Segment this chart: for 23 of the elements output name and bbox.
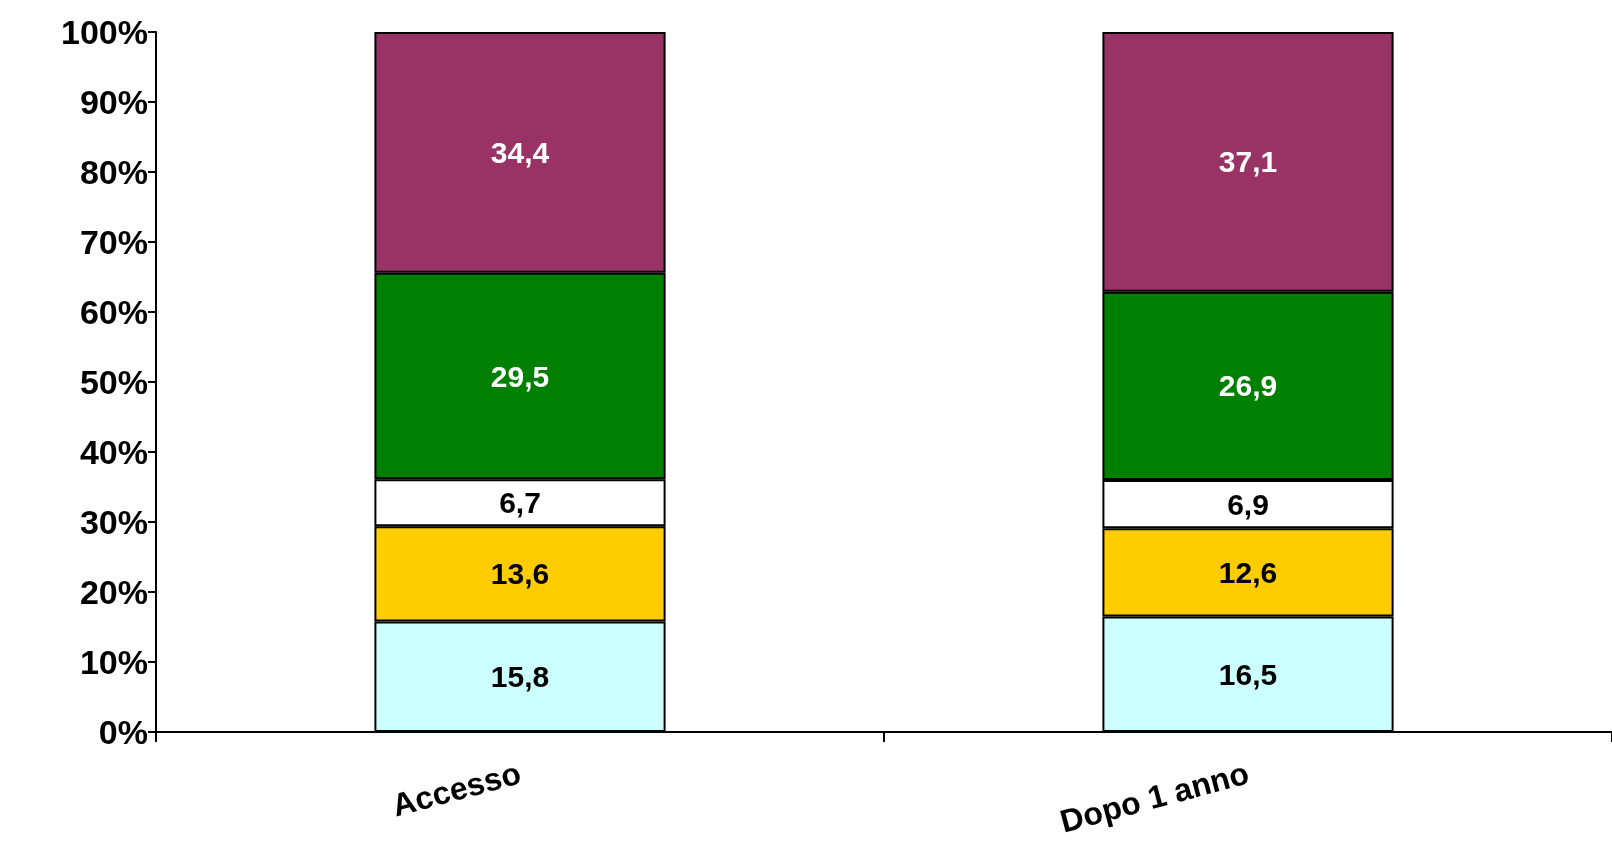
data-label: 29,5 (490, 359, 550, 393)
data-label: 15,8 (490, 660, 550, 694)
y-tick-label: 70% (79, 223, 148, 261)
data-label: 6,7 (499, 486, 541, 520)
y-tick-label: 30% (79, 503, 148, 541)
x-tick-label: Accesso (388, 754, 525, 824)
y-tick-label: 10% (79, 643, 148, 681)
data-label: 13,6 (490, 557, 550, 591)
data-label: 16,5 (1218, 657, 1278, 691)
y-tick-label: 80% (79, 153, 148, 191)
y-tick-label: 0% (98, 713, 148, 751)
data-label: 12,6 (1218, 555, 1278, 589)
y-tick-label: 20% (79, 573, 148, 611)
data-label: 6,9 (1227, 487, 1269, 521)
y-tick-label: 60% (79, 293, 148, 331)
data-label: 37,1 (1218, 145, 1278, 179)
data-label: 26,9 (1218, 369, 1278, 403)
y-tick-label: 50% (79, 363, 148, 401)
x-tick-label: Dopo 1 anno (1056, 754, 1253, 840)
data-label: 34,4 (490, 135, 550, 169)
y-tick-label: 90% (79, 83, 148, 121)
y-tick-label: 40% (79, 433, 148, 471)
y-tick-label: 100% (61, 13, 148, 51)
